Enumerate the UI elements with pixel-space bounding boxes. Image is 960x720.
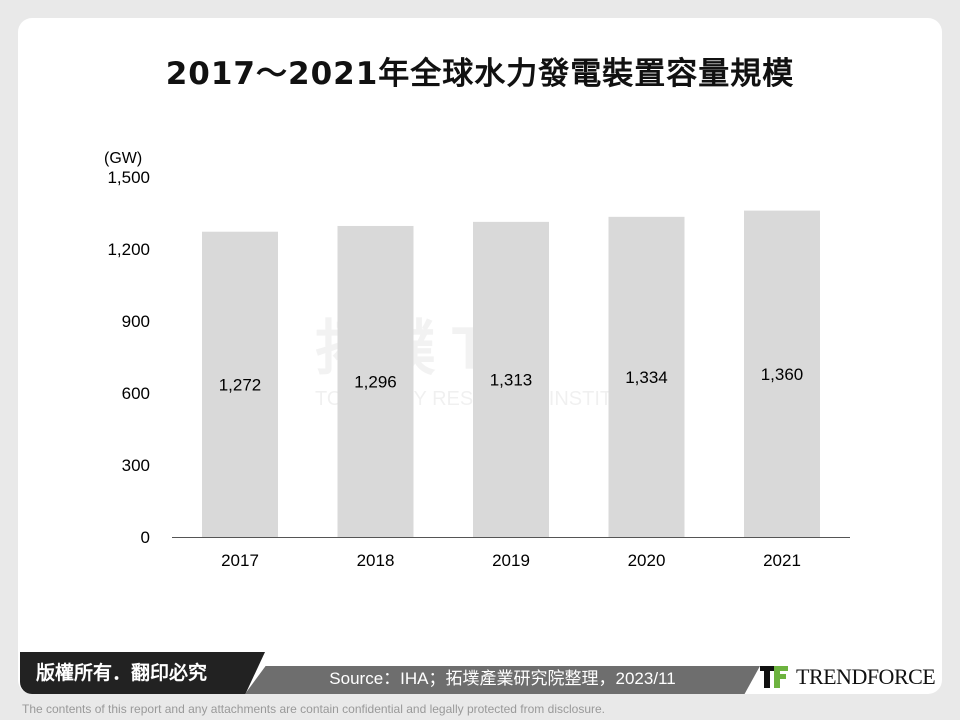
- copyright-banner: 版權所有．翻印必究: [20, 652, 265, 694]
- data-label: 1,296: [354, 372, 397, 391]
- x-tick-label: 2020: [628, 551, 666, 570]
- y-axis-unit: (GW): [104, 150, 142, 167]
- x-tick-label: 2017: [221, 551, 259, 570]
- y-tick-label: 900: [122, 312, 150, 331]
- data-label: 1,334: [625, 368, 668, 387]
- x-tick-label: 2021: [763, 551, 801, 570]
- y-tick-label: 300: [122, 456, 150, 475]
- y-tick-label: 1,500: [107, 168, 150, 187]
- bar-2021: [744, 210, 820, 537]
- logo-text: TRENDFORCE: [796, 664, 936, 689]
- data-label: 1,272: [219, 375, 262, 394]
- disclaimer: The contents of this report and any atta…: [22, 702, 605, 716]
- trendforce-logo-icon: [760, 666, 788, 688]
- data-label: 1,313: [490, 370, 533, 389]
- bar-2018: [337, 225, 414, 537]
- x-tick-label: 2018: [357, 551, 395, 570]
- y-tick-label: 1,200: [107, 240, 150, 259]
- bar-2017: [202, 231, 278, 537]
- source-text: Source：IHA；拓墣產業研究院整理，2023/11: [329, 669, 676, 688]
- bar-2019: [473, 221, 549, 537]
- x-tick-label: 2019: [492, 551, 530, 570]
- bar-2020: [608, 216, 685, 537]
- trendforce-logo: TRENDFORCE: [760, 664, 936, 690]
- chart-title: 2017～2021年全球水力發電裝置容量規模: [165, 56, 795, 92]
- y-tick-label: 0: [141, 528, 150, 547]
- data-label: 1,360: [761, 365, 804, 384]
- y-tick-label: 600: [122, 384, 150, 403]
- source-banner: Source：IHA；拓墣產業研究院整理，2023/11: [245, 666, 760, 694]
